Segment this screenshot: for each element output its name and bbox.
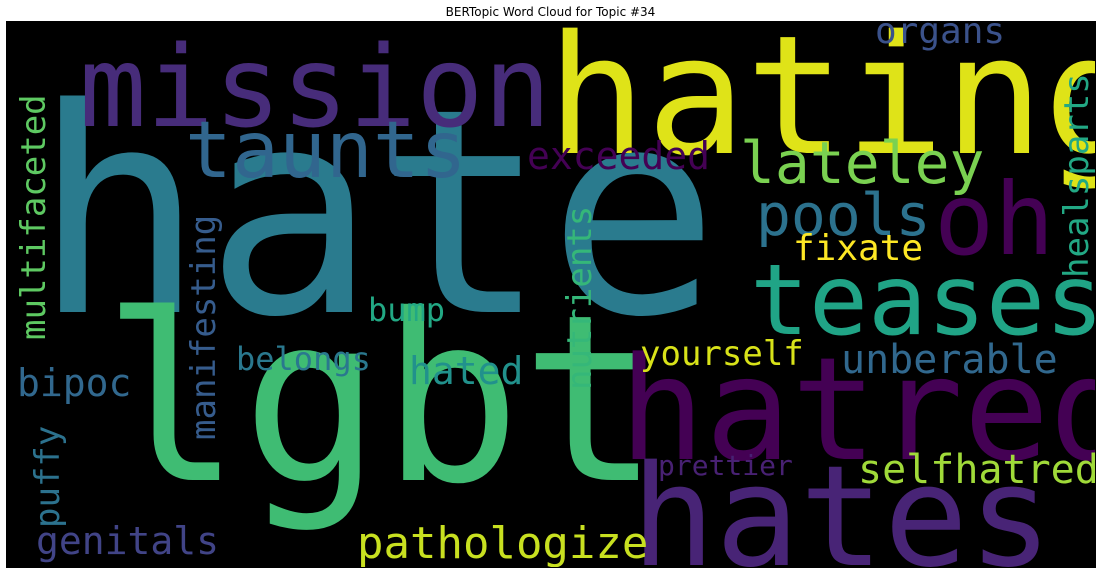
word-bump: bump: [368, 291, 446, 329]
word-lgbt: lgbt: [102, 265, 661, 535]
word-healsparts: healsparts: [1057, 73, 1095, 278]
word-teases: teases: [750, 244, 1095, 358]
word-cloud: hate lgbt hating mission hatred hates te…: [6, 21, 1096, 568]
word-hatred: hatred: [619, 326, 1095, 493]
word-unberable: unberable: [841, 337, 1058, 383]
word-hates: hates: [631, 436, 1053, 568]
figure-title: BERTopic Word Cloud for Topic #34: [445, 5, 656, 19]
word-fixate: fixate: [793, 228, 924, 269]
word-pools: pools: [756, 181, 931, 249]
word-yourself: yourself: [640, 334, 804, 374]
word-hating: hating: [547, 22, 1095, 192]
word-lateley: lateley: [740, 129, 985, 197]
word-multifaceted: multifaceted: [14, 94, 54, 340]
word-pathologize: pathologize: [357, 518, 649, 567]
word-nutrients: nutrients: [560, 205, 600, 390]
word-hated: hated: [409, 349, 524, 393]
word-taunts: taunts: [185, 106, 467, 196]
word-prettier: prettier: [658, 449, 793, 482]
word-oh: oh: [934, 161, 1055, 278]
word-manifesting: manifesting: [184, 214, 224, 440]
word-exceeded: exceeded: [527, 134, 711, 178]
word-bipoc: bipoc: [17, 361, 132, 405]
word-selfhatred: selfhatred: [858, 447, 1095, 493]
word-genitals: genitals: [36, 519, 220, 563]
word-puffy: puffy: [28, 425, 68, 528]
word-hate: hate: [33, 48, 720, 380]
word-belongs: belongs: [236, 340, 371, 378]
word-organs: organs: [875, 22, 1006, 52]
word-mission: mission: [79, 23, 552, 153]
